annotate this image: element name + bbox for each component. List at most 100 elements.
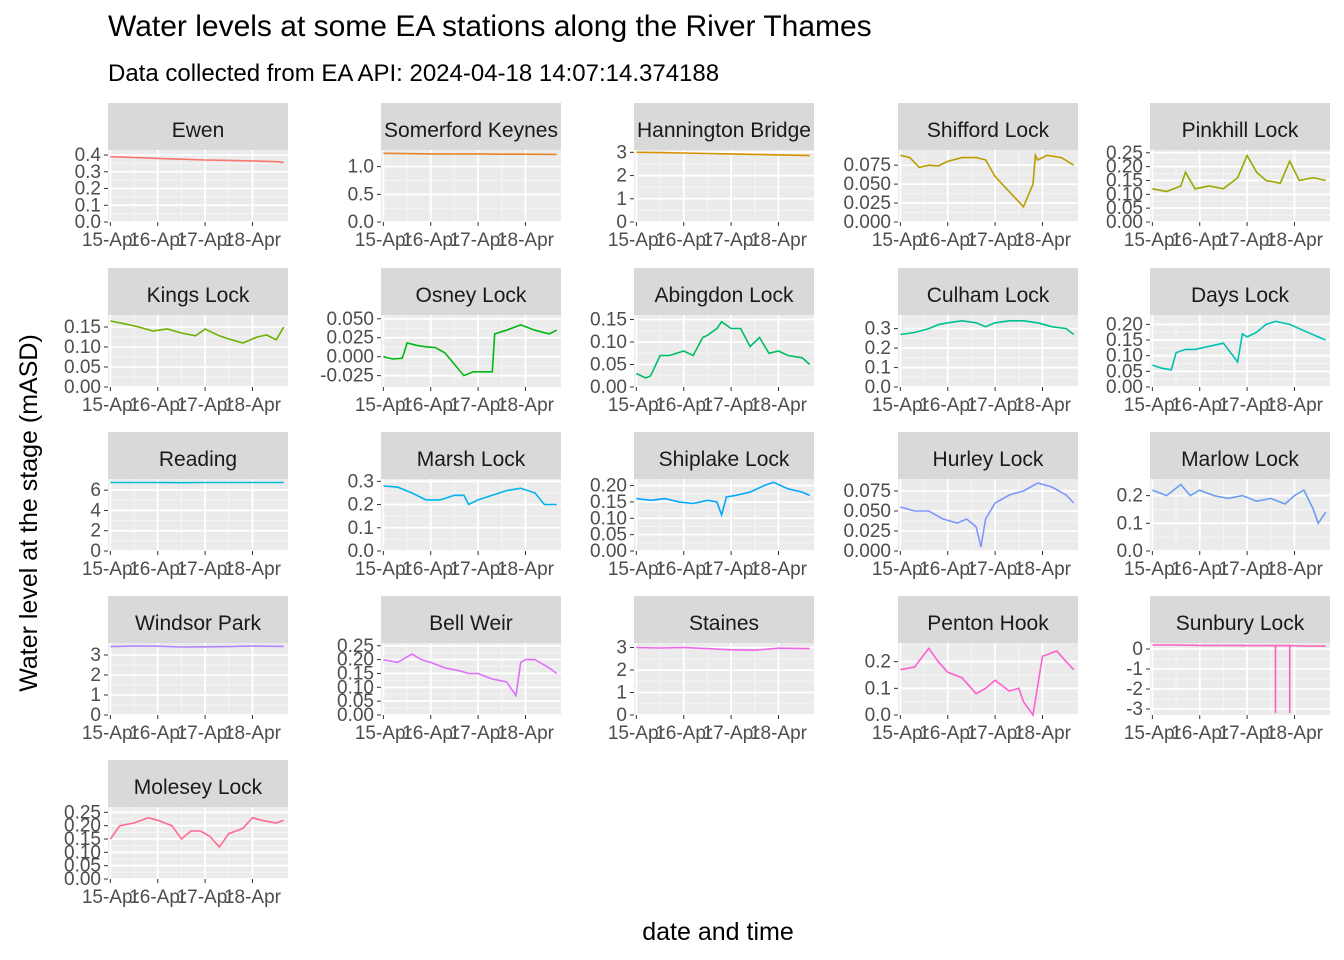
y-tick-label: 0.1 [1117, 513, 1143, 534]
x-tick-label: 18-Apr [1266, 395, 1324, 416]
y-tick-label: 0.3 [75, 162, 101, 183]
y-tick-label: 0.00 [590, 377, 627, 398]
series-line [1152, 644, 1326, 713]
y-tick-label: 0.2 [1117, 486, 1143, 507]
x-tick-label: 16-Apr [1171, 395, 1229, 416]
facet-strip-label: Marlow Lock [1181, 448, 1299, 471]
y-tick-label: 0.2 [348, 495, 374, 516]
y-tick-label: 3 [616, 638, 627, 659]
series-line [900, 482, 1075, 548]
y-tick-label: 0.00 [590, 541, 627, 562]
x-tick-label: 15-Apr [82, 887, 140, 908]
x-tick-label: 18-Apr [224, 723, 282, 744]
y-tick-label: 0.1 [865, 358, 891, 379]
facet-strip-label: Osney Lock [416, 284, 527, 307]
y-tick-label: 0.050 [843, 501, 891, 522]
facet-panel: Bell Weir0.000.050.100.150.200.2515-Apr1… [337, 596, 561, 744]
x-tick-label: 17-Apr [1219, 559, 1277, 580]
y-tick-label: 0.0 [865, 377, 891, 398]
x-tick-label: 16-Apr [919, 230, 977, 251]
x-tick-label: 17-Apr [450, 723, 508, 744]
facet-panel: Penton Hook 0.0 0.1 0.2 15-Apr16-Apr17-Apr18… [865, 596, 1078, 744]
x-tick-label: 16-Apr [402, 723, 460, 744]
x-tick-label: 17-Apr [177, 230, 235, 251]
x-tick-label: 16-Apr [129, 559, 187, 580]
y-tick-label: 0.05 [1106, 198, 1143, 219]
x-tick-label: 16-Apr [1171, 230, 1229, 251]
x-tick-label: 15-Apr [82, 723, 140, 744]
facet-strip-label: Somerford Keynes [384, 119, 558, 142]
series-line [1152, 483, 1327, 526]
y-tick-label: 2 [90, 521, 101, 542]
x-tick-label: 18-Apr [750, 723, 808, 744]
series-line [636, 151, 810, 157]
x-tick-label: 17-Apr [177, 395, 235, 416]
chart-subtitle: Data collected from EA API: 2024-04-18 1… [108, 60, 720, 87]
x-tick-label: 15-Apr [872, 395, 930, 416]
y-tick-label: 0.3 [865, 319, 891, 340]
y-axis-title: Water level at the stage (mASD) [15, 334, 43, 692]
facet-strip [898, 268, 1078, 315]
y-tick-label: 0.00 [1106, 377, 1143, 398]
x-tick-label: 15-Apr [82, 395, 140, 416]
facet-strip [1150, 432, 1330, 479]
x-tick-label: 16-Apr [919, 723, 977, 744]
y-tick-label: 0.1 [865, 678, 891, 699]
x-tick-label: 16-Apr [655, 230, 713, 251]
series-line [900, 319, 1075, 336]
x-tick-label: 16-Apr [129, 395, 187, 416]
x-tick-label: 15-Apr [355, 230, 413, 251]
facet-strip-label: Kings Lock [147, 284, 250, 307]
y-tick-label: 0.05 [337, 691, 374, 712]
y-tick-label: 0.0 [348, 541, 374, 562]
series-line [110, 645, 284, 648]
x-tick-label: 15-Apr [1124, 559, 1182, 580]
x-tick-label: 18-Apr [1014, 723, 1072, 744]
facet-panel: Hannington Bridge 012 3 15-Apr16-Apr17-Apr1… [608, 103, 814, 251]
series-line [900, 646, 1075, 718]
x-tick-label: 18-Apr [1014, 559, 1072, 580]
x-tick-label: 18-Apr [1014, 230, 1072, 251]
y-tick-label: 0.25 [337, 636, 374, 657]
facet-strip-label: Shifford Lock [927, 119, 1050, 142]
y-tick-label: 0.10 [64, 337, 101, 358]
facet-panel: Ewen 0.00.10.20.30.4 15-Apr16-Apr17-Apr18-… [75, 103, 288, 251]
facet-strip [108, 432, 288, 479]
x-tick-label: 17-Apr [450, 230, 508, 251]
y-tick-label: 0.15 [64, 317, 101, 338]
x-tick-label: 16-Apr [129, 723, 187, 744]
y-tick-label: 0.10 [590, 508, 627, 529]
facet-strip-label: Penton Hook [927, 612, 1049, 635]
x-tick-label: 16-Apr [402, 230, 460, 251]
series-line [636, 320, 811, 379]
y-tick-label: 0.15 [1106, 170, 1143, 191]
y-tick-label: 2 [90, 665, 101, 686]
facet-panel: Pinkhill Lock 0.000.050.100.150.200.25 15-… [1106, 103, 1330, 251]
x-tick-label: 15-Apr [355, 395, 413, 416]
y-tick-label: 0.000 [843, 212, 891, 233]
y-tick-label: 0.10 [1106, 346, 1143, 367]
y-tick-label: 0.0 [865, 705, 891, 726]
x-tick-label: 17-Apr [1219, 230, 1277, 251]
y-tick-label: 0.05 [1106, 361, 1143, 382]
x-tick-label: 17-Apr [967, 723, 1025, 744]
y-tick-label: 0.1 [75, 195, 101, 216]
y-tick-label: 0.20 [1106, 314, 1143, 335]
y-tick-label: 0.000 [326, 347, 374, 368]
x-tick-label: 16-Apr [402, 395, 460, 416]
facet-strip-label: Windsor Park [135, 612, 262, 635]
series-line [110, 155, 284, 164]
y-tick-label: 0.5 [348, 184, 374, 205]
y-tick-label: 0.20 [590, 476, 627, 497]
x-tick-label: 16-Apr [1171, 559, 1229, 580]
facet-strip [1150, 103, 1330, 150]
facet-strip-label: Marsh Lock [417, 448, 526, 471]
y-tick-label: 0.00 [64, 377, 101, 398]
y-tick-label: 4 [90, 500, 101, 521]
facet-strip [898, 432, 1078, 479]
y-tick-label: 0.10 [1106, 184, 1143, 205]
y-tick-label: 0.075 [843, 481, 891, 502]
facet-panels: Ewen0.00.10.20.30.415-Apr16-Apr17-Apr18-… [64, 103, 1330, 908]
